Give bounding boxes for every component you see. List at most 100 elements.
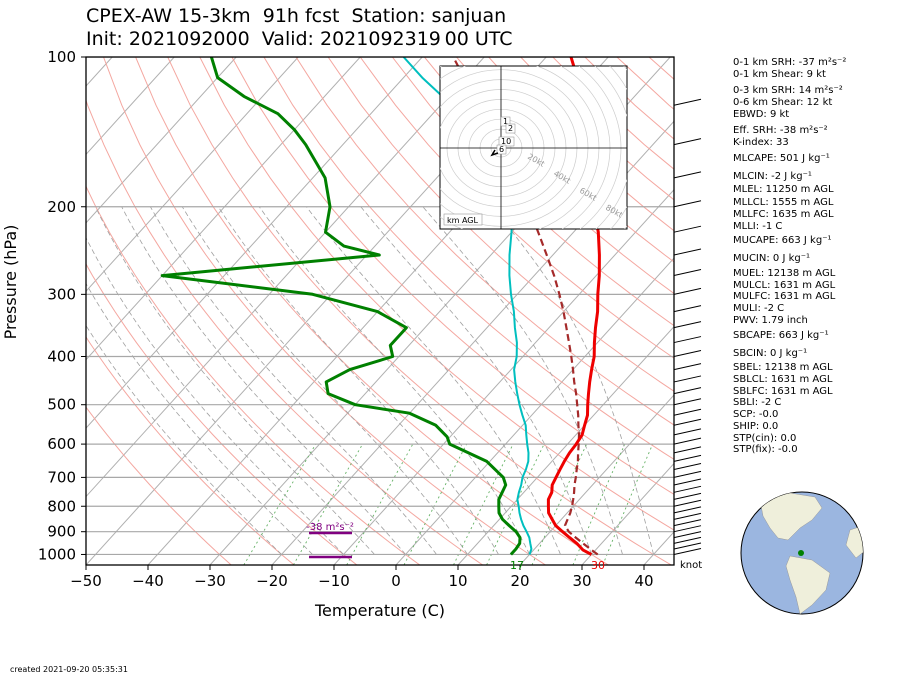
hodograph-height-label: 10 bbox=[501, 137, 511, 146]
x-tick-label: 30 bbox=[572, 572, 591, 590]
wind-barb bbox=[673, 321, 702, 329]
index-line: SBLI: -2 C bbox=[733, 397, 782, 408]
index-line: 0-6 km Shear: 12 kt bbox=[733, 97, 833, 108]
wind-barb bbox=[673, 248, 702, 256]
wind-barb bbox=[673, 138, 702, 146]
wind-barbs bbox=[673, 98, 702, 555]
srh-label: -38 m²s⁻² bbox=[306, 522, 354, 533]
dry-adiabat bbox=[86, 263, 358, 565]
index-line: SHIP: 0.0 bbox=[733, 421, 779, 432]
moist-adiabat bbox=[150, 206, 437, 555]
wind-barb bbox=[673, 531, 702, 539]
wind-barb bbox=[673, 454, 702, 462]
index-line: STP(cin): 0.0 bbox=[733, 433, 797, 444]
y-tick-label: 300 bbox=[47, 285, 76, 303]
wind-barb bbox=[673, 269, 702, 277]
wind-barb bbox=[673, 506, 702, 514]
dry-adiabat bbox=[86, 406, 232, 565]
wind-barb bbox=[673, 200, 702, 208]
hodograph-height-box bbox=[500, 116, 511, 127]
dry-adiabat bbox=[86, 185, 421, 565]
hodograph-rings bbox=[440, 66, 627, 229]
wind-barb bbox=[673, 463, 702, 471]
index-line: MULI: -2 C bbox=[733, 303, 785, 314]
dry-adiabat bbox=[263, 57, 674, 460]
wind-barb bbox=[673, 387, 702, 395]
index-line: SBEL: 12138 m AGL bbox=[733, 362, 833, 373]
mixing-ratio-line bbox=[572, 443, 626, 565]
km-agl-label: km AGL bbox=[447, 216, 479, 225]
wind-barb bbox=[673, 519, 702, 527]
index-line: MUEL: 12138 m AGL bbox=[733, 268, 836, 279]
index-line: STP(fix): -0.0 bbox=[733, 444, 798, 455]
surface-temp-label: 30 bbox=[591, 559, 605, 572]
dry-adiabat bbox=[135, 57, 609, 565]
index-line: K-index: 33 bbox=[733, 137, 789, 148]
y-tick-label: 800 bbox=[47, 497, 76, 515]
moist-adiabat bbox=[86, 282, 313, 555]
north-america bbox=[759, 492, 823, 541]
isotherm-line bbox=[86, 57, 299, 293]
dry-adiabat bbox=[295, 57, 674, 426]
hodograph-height-label: 1 bbox=[503, 117, 508, 126]
x-tick-label: −50 bbox=[70, 572, 102, 590]
y-tick-label: 500 bbox=[47, 396, 76, 414]
south-america bbox=[785, 555, 831, 614]
surface-dewpoint-label: 17 bbox=[510, 559, 524, 572]
index-line: SCP: -0.0 bbox=[733, 409, 779, 420]
wind-barb bbox=[673, 225, 702, 233]
index-line: PWV: 1.79 inch bbox=[733, 315, 808, 326]
dry-adiabat bbox=[103, 57, 546, 565]
index-line: MULCL: 1631 m AGL bbox=[733, 280, 836, 291]
index-line: MLCAPE: 501 J kg⁻¹ bbox=[733, 153, 830, 164]
dry-adiabat bbox=[391, 57, 674, 327]
y-axis-label: Pressure (hPa) bbox=[1, 225, 20, 340]
wind-barb bbox=[673, 408, 702, 416]
x-tick-label: −10 bbox=[318, 572, 350, 590]
dry-adiabat bbox=[199, 57, 674, 531]
hodograph-trace bbox=[490, 149, 499, 157]
y-tick-label: 600 bbox=[47, 435, 76, 453]
wind-barb bbox=[673, 492, 702, 500]
index-line: Eff. SRH: -38 m²s⁻² bbox=[733, 125, 828, 136]
index-line: 0-1 km SRH: -37 m²s⁻² bbox=[733, 57, 847, 68]
hodograph-height-box bbox=[498, 136, 515, 147]
mixing-ratio-line bbox=[293, 443, 363, 565]
y-tick-label: 400 bbox=[47, 348, 76, 366]
y-tick-label: 200 bbox=[47, 198, 76, 216]
wind-barb bbox=[673, 428, 702, 436]
mixing-ratio-line bbox=[486, 443, 545, 565]
hodograph-height-box bbox=[505, 123, 516, 134]
index-line: MUCAPE: 663 J kg⁻¹ bbox=[733, 235, 832, 246]
x-tick-label: −40 bbox=[132, 572, 164, 590]
wind-barb bbox=[673, 446, 702, 454]
index-line: MLCIN: -2 J kg⁻¹ bbox=[733, 171, 812, 182]
y-tick-label: 100 bbox=[47, 48, 76, 66]
wind-barb bbox=[673, 525, 702, 533]
mixing-ratio-line bbox=[531, 443, 588, 565]
index-line: MLLCL: 1555 m AGL bbox=[733, 197, 834, 208]
wind-barb bbox=[673, 547, 702, 555]
x-tick-label: 20 bbox=[510, 572, 529, 590]
wind-barb bbox=[673, 418, 702, 426]
index-line: SBLCL: 1631 m AGL bbox=[733, 374, 833, 385]
isotherm-line bbox=[395, 257, 674, 565]
isotherm-line bbox=[86, 57, 485, 498]
index-line: MLLI: -1 C bbox=[733, 221, 783, 232]
dry-adiabat bbox=[327, 57, 674, 392]
created-timestamp: created 2021-09-20 05:35:31 bbox=[10, 665, 128, 674]
srh-markers bbox=[309, 531, 352, 559]
wind-barb bbox=[673, 336, 702, 344]
isotherm-line bbox=[519, 394, 674, 565]
km-agl-box bbox=[443, 213, 483, 226]
isotherm-line bbox=[86, 57, 423, 429]
moist-adiabat bbox=[181, 206, 468, 555]
index-line: SBLFC: 1631 m AGL bbox=[733, 386, 833, 397]
wind-barb bbox=[673, 536, 702, 544]
isotherm-line bbox=[86, 57, 361, 361]
moist-adiabat bbox=[360, 206, 592, 555]
isotherm-line bbox=[581, 462, 674, 565]
dry-adiabat bbox=[359, 57, 674, 359]
moist-adiabat bbox=[121, 206, 406, 555]
